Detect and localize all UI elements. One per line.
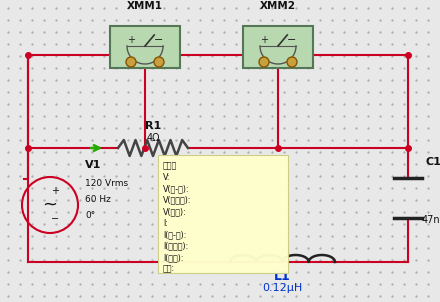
Bar (243, 26, 313, 68)
Text: L1: L1 (274, 269, 291, 282)
Circle shape (154, 57, 164, 67)
Text: V1: V1 (85, 160, 101, 170)
Text: I:: I: (163, 219, 168, 227)
Circle shape (259, 57, 269, 67)
Text: V(有效值):: V(有效值): (163, 195, 191, 204)
Text: V(直流):: V(直流): (163, 207, 187, 216)
Text: 频率:: 频率: (163, 265, 175, 274)
Text: V(峰-峰):: V(峰-峰): (163, 184, 190, 193)
Text: −: − (51, 214, 59, 224)
Text: 47nF: 47nF (422, 215, 440, 225)
Text: I(峰-峰):: I(峰-峰): (163, 230, 187, 239)
Text: R1: R1 (145, 121, 161, 131)
Text: C1: C1 (426, 157, 440, 167)
Bar (110, 26, 180, 68)
Text: +: + (51, 186, 59, 196)
Text: 120 Vrms: 120 Vrms (85, 178, 128, 188)
Text: 采计：: 采计： (163, 161, 177, 170)
Text: 4Ω: 4Ω (146, 133, 160, 143)
Text: 0°: 0° (85, 210, 95, 220)
Text: I(有效值):: I(有效值): (163, 242, 188, 250)
Text: XMM1: XMM1 (127, 1, 163, 11)
Text: ~: ~ (43, 196, 58, 214)
Text: +: + (260, 35, 268, 45)
Text: 0.12μH: 0.12μH (262, 283, 303, 293)
Text: 60 Hz: 60 Hz (85, 194, 111, 204)
Text: XMM2: XMM2 (260, 1, 296, 11)
Text: V:: V: (163, 172, 171, 182)
Text: −: − (154, 35, 164, 45)
Text: +: + (127, 35, 135, 45)
Text: −: − (287, 35, 297, 45)
Circle shape (126, 57, 136, 67)
Circle shape (287, 57, 297, 67)
Bar (158, 155, 288, 273)
Text: I(直流):: I(直流): (163, 253, 183, 262)
